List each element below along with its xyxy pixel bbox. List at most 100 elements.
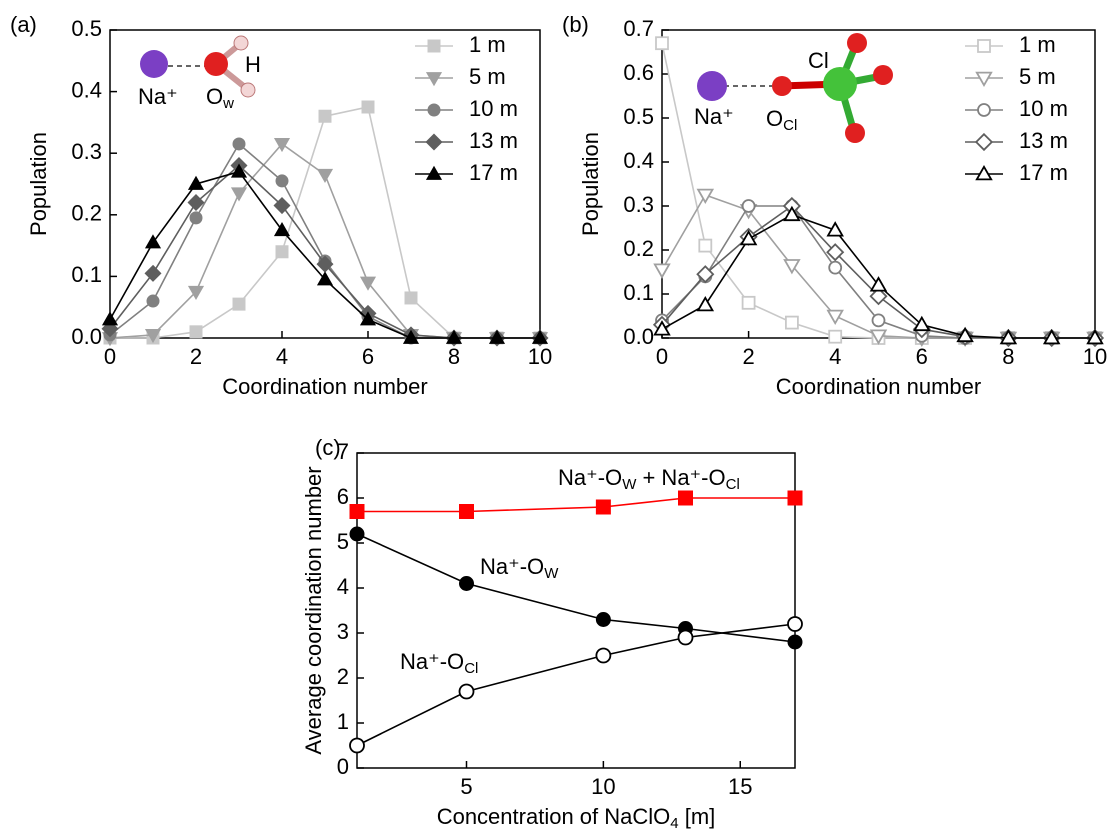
y-tick-label: 0.1: [71, 262, 102, 287]
marker: [350, 527, 364, 541]
legend-label: 17 m: [469, 160, 518, 185]
marker: [146, 235, 160, 248]
x-tick-label: 10: [1083, 344, 1107, 369]
marker: [788, 617, 802, 631]
annotation-part: Cl: [726, 476, 740, 493]
x-tick-label: 2: [742, 344, 754, 369]
y-tick-label: 1: [337, 709, 349, 734]
inset-label-part: Cl: [783, 117, 797, 134]
marker: [190, 212, 202, 224]
legend-label: 17 m: [1019, 160, 1068, 185]
x-axis-label: Coordination number: [776, 374, 981, 399]
marker: [699, 240, 711, 252]
series-line: [357, 534, 795, 642]
marker: [596, 649, 610, 663]
inset-label-part: Cl: [808, 48, 829, 73]
marker: [460, 505, 474, 519]
marker: [103, 312, 117, 325]
x-axis-label: Concentration of NaClO4 [m]: [437, 804, 716, 832]
marker: [275, 223, 289, 236]
series-line: [110, 166, 540, 338]
annotation-part: W: [622, 476, 637, 493]
x-tick-label: 6: [362, 344, 374, 369]
series-line: [357, 624, 795, 746]
marker: [145, 266, 161, 282]
y-axis-label: Population: [578, 132, 603, 236]
y-tick-label: 0.0: [71, 324, 102, 349]
marker: [679, 631, 693, 645]
x-tick-label: 6: [916, 344, 928, 369]
marker: [362, 101, 374, 113]
marker: [190, 326, 202, 338]
marker: [978, 40, 990, 52]
x-axis-label-part: 4: [670, 815, 678, 832]
marker: [655, 264, 669, 277]
y-tick-label: 6: [337, 484, 349, 509]
marker: [679, 491, 693, 505]
inset-label: Cl: [808, 48, 829, 73]
x-tick-label: 8: [448, 344, 460, 369]
legend-label: 1 m: [1019, 32, 1056, 57]
marker: [276, 175, 288, 187]
inset-label: Na⁺: [138, 84, 178, 109]
y-axis-label-part: Population: [26, 132, 51, 236]
y-tick-label: 0.1: [623, 280, 654, 305]
marker: [233, 138, 245, 150]
marker: [350, 739, 364, 753]
y-tick-label: 5: [337, 529, 349, 554]
y-axis-label: Average coordination number: [301, 466, 326, 754]
x-axis-label-part: Coordination number: [776, 374, 981, 399]
y-tick-label: 0.0: [623, 324, 654, 349]
x-tick-label: 5: [460, 774, 472, 799]
inset-label-part: O: [766, 106, 783, 131]
annotation-part: + Na⁺-O: [636, 465, 725, 490]
marker: [977, 167, 991, 180]
inset-label-part: w: [222, 95, 234, 112]
annotation-part: Na⁺-O: [480, 554, 544, 579]
marker: [788, 491, 802, 505]
plot-frame: [357, 453, 795, 768]
legend-label: 13 m: [469, 128, 518, 153]
figure: 0 2 4 6 8 10 0.0 0.1 0.2 0.3 0.4 0.5 Coordination nu…: [0, 0, 1113, 833]
y-tick-label: 2: [337, 664, 349, 689]
marker: [829, 262, 841, 274]
y-tick-label: 0.2: [623, 236, 654, 261]
panel-label: (b): [562, 12, 589, 37]
y-tick-label: 3: [337, 619, 349, 644]
panel-label: (a): [10, 12, 37, 37]
marker: [977, 73, 991, 86]
marker: [405, 292, 417, 304]
marker: [786, 317, 798, 329]
y-tick-label: 0.2: [71, 201, 102, 226]
legend-label: 13 m: [1019, 128, 1068, 153]
y-tick-label: 0.5: [623, 104, 654, 129]
x-axis-label: Coordination number: [222, 374, 427, 399]
legend-label: 10 m: [1019, 96, 1068, 121]
y-tick-label: 0.4: [71, 77, 102, 102]
marker: [829, 331, 841, 343]
marker: [978, 104, 990, 116]
annotation: Na⁺-OCl: [400, 649, 478, 677]
x-tick-label: 15: [728, 774, 752, 799]
annotation-part: Na⁺-O: [400, 649, 464, 674]
x-axis-label-part: Concentration of NaClO: [437, 804, 671, 829]
series-line: [357, 498, 795, 512]
marker: [873, 314, 885, 326]
x-axis-label-part: Coordination number: [222, 374, 427, 399]
marker: [828, 311, 842, 324]
marker: [427, 73, 441, 86]
inset-label: Ow: [206, 84, 234, 112]
y-tick-label: 0.6: [623, 60, 654, 85]
marker: [698, 298, 712, 311]
inset-label: OCl: [766, 106, 797, 134]
legend-label: 1 m: [469, 32, 506, 57]
y-tick-label: 0: [337, 754, 349, 779]
marker: [656, 37, 668, 49]
y-tick-label: 0.3: [71, 139, 102, 164]
x-tick-label: 10: [528, 344, 552, 369]
x-axis-label-part: [m]: [679, 804, 716, 829]
annotation: Na⁺-OW: [480, 554, 559, 582]
marker: [427, 167, 441, 180]
y-tick-label: 0.7: [623, 16, 654, 41]
marker: [233, 298, 245, 310]
